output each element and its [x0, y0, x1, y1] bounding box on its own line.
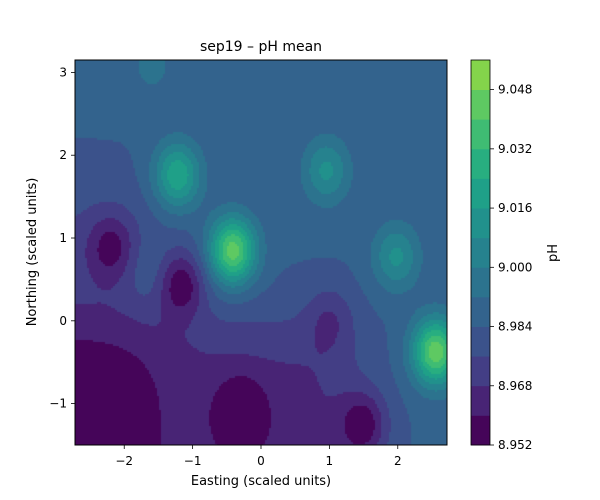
colorbar-tick-label: 8.952: [498, 438, 532, 452]
colorbar-band: [471, 267, 490, 298]
y-axis: −1 0 1 2 3: [49, 65, 75, 411]
x-axis-label: Easting (scaled units): [191, 474, 331, 489]
colorbar-band: [471, 415, 490, 446]
y-tick-label: 2: [59, 148, 67, 162]
colorbar-label: pH: [546, 244, 561, 262]
colorbar-ticks: 8.952 8.968 8.984 9.000 9.016 9.032 9.048: [490, 83, 532, 452]
x-tick-label: 2: [394, 454, 402, 468]
y-tick-label: −1: [49, 397, 67, 411]
colorbar-frame: [470, 59, 491, 446]
y-tick-label: 3: [59, 65, 67, 79]
colorbar-band: [471, 178, 490, 209]
colorbar-tick-label: 9.032: [498, 142, 532, 156]
colorbar-band: [471, 89, 490, 120]
colorbar-band: [471, 60, 490, 91]
x-tick-label: −1: [184, 454, 202, 468]
colorbar-band: [471, 119, 490, 150]
colorbar-band: [471, 148, 490, 179]
y-axis-label: Northing (scaled units): [25, 178, 40, 327]
colorbar-band: [471, 237, 490, 268]
colorbar-tick-label: 8.968: [498, 379, 532, 393]
colorbar-band: [471, 326, 490, 357]
y-tick-label: 1: [59, 231, 67, 245]
colorbar-bands: [471, 60, 490, 446]
colorbar-band: [471, 356, 490, 387]
x-tick-label: −2: [115, 454, 133, 468]
plot-area: [74, 59, 448, 446]
y-tick-label: 0: [59, 314, 67, 328]
colorbar-tick-label: 9.016: [498, 201, 532, 215]
colorbar-band: [471, 208, 490, 239]
x-tick-label: 1: [326, 454, 334, 468]
contour-field: [75, 60, 447, 445]
colorbar-tick-label: 9.000: [498, 260, 532, 274]
colorbar-band: [471, 385, 490, 416]
colorbar-tick-label: 9.048: [498, 83, 532, 97]
colorbar-band: [471, 296, 490, 327]
chart-title: sep19 – pH mean: [200, 39, 322, 55]
colorbar: 8.952 8.968 8.984 9.000 9.016 9.032 9.048 pH: [470, 59, 561, 452]
x-axis: −2 −1 0 1 2: [115, 445, 402, 468]
colorbar-tick-label: 8.984: [498, 320, 532, 334]
x-tick-label: 0: [257, 454, 265, 468]
